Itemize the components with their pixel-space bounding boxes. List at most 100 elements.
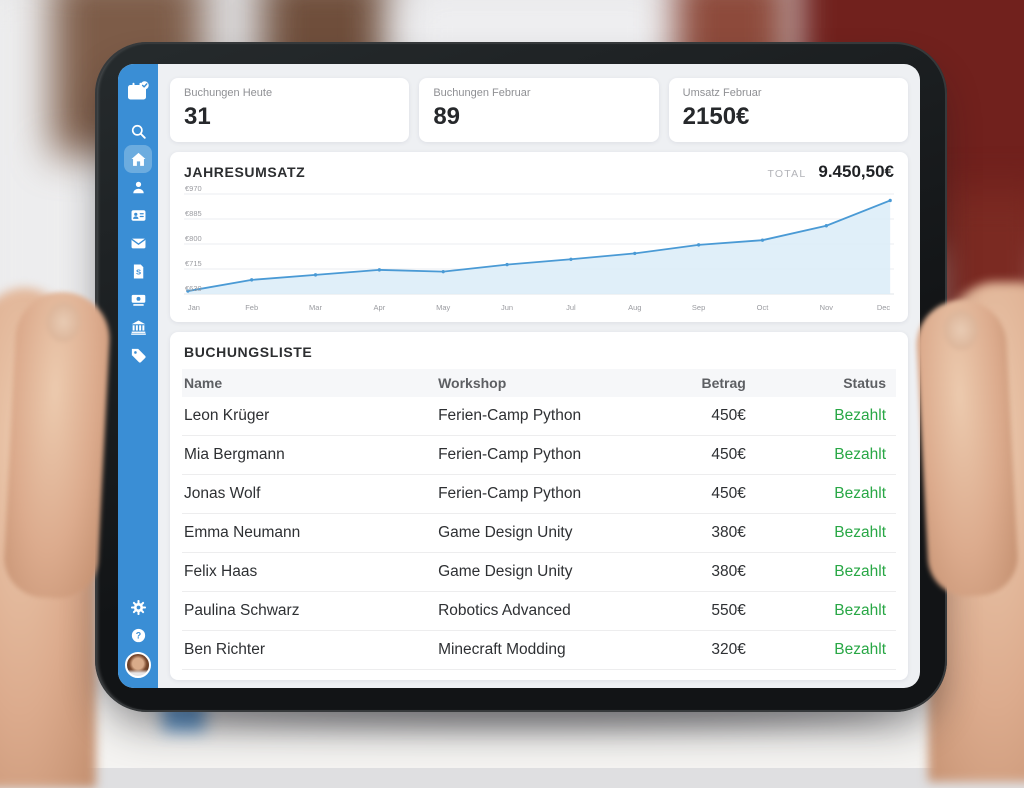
cell-name: Mia Bergmann [182, 435, 437, 475]
x-axis-tick: Sep [691, 303, 706, 312]
table-row[interactable]: Emma Neumann Game Design Unity 380€ Bezahlt [182, 513, 896, 553]
column-header-status: Status [761, 369, 896, 397]
thumb-nail [942, 309, 979, 352]
cell-workshop: Ferien-Camp Python [436, 397, 663, 436]
app-screen: S ? Buchungen Heute 31 Buchungen Februar 89… [118, 64, 920, 688]
sidebar-item-tags[interactable] [124, 341, 152, 369]
y-axis-tick: €715 [185, 258, 202, 268]
chart-title: JAHRESUMSATZ [184, 164, 306, 180]
table-row[interactable]: Felix Haas Game Design Unity 380€ Bezahlt [182, 552, 896, 592]
home-icon [130, 151, 147, 168]
table-row[interactable]: Jonas Wolf Ferien-Camp Python 450€ Bezahlt [182, 474, 896, 514]
cell-betrag: 450€ [662, 397, 762, 436]
sidebar-item-help[interactable]: ? [124, 621, 152, 649]
stats-row: Buchungen Heute 31 Buchungen Februar 89 Umsa… [170, 78, 908, 142]
chart-x-axis: Jan Feb Mar Apr May Jun Jul Aug Sep Oct Nov Dec [184, 301, 894, 314]
cell-status: Bezahlt [761, 397, 896, 436]
sidebar-item-invoices[interactable]: S [124, 257, 152, 285]
table-row[interactable]: Mia Bergmann Ferien-Camp Python 450€ Bezahl… [182, 435, 896, 475]
cell-workshop: Game Design Unity [436, 513, 663, 553]
cell-status: Bezahlt [761, 552, 896, 592]
stat-value: 89 [433, 103, 461, 130]
search-icon [130, 123, 147, 140]
column-header-betrag: Betrag [662, 369, 762, 397]
y-axis-tick: €800 [185, 234, 202, 243]
x-axis-tick: Aug [628, 303, 642, 312]
cell-workshop: Minecraft Modding [436, 630, 663, 670]
cell-workshop: Ferien-Camp Python [436, 474, 663, 514]
sidebar-item-home[interactable] [124, 145, 152, 173]
bookings-table: Name Workshop Betrag Status Leon Krüger Feri… [182, 369, 896, 670]
cell-workshop: Robotics Advanced [436, 591, 663, 631]
svg-text:S: S [136, 267, 141, 276]
id-card-icon [130, 207, 147, 224]
cell-status: Bezahlt [761, 513, 896, 553]
chart-total-value: 9.450,50€ [818, 162, 894, 181]
tablet-device: S ? Buchungen Heute 31 Buchungen Februar 89… [95, 42, 947, 712]
sidebar-footer: ? [124, 593, 152, 649]
y-axis-tick: €970 [185, 184, 202, 194]
column-header-name: Name [182, 369, 437, 397]
cell-name: Paulina Schwarz [182, 591, 437, 631]
table-row[interactable]: Ben Richter Minecraft Modding 320€ Bezahlt [182, 630, 896, 670]
column-header-workshop: Workshop [436, 369, 663, 397]
stat-card-2: Umsatz Februar 2150€ [668, 78, 908, 142]
cell-workshop: Game Design Unity [436, 552, 663, 592]
cell-name: Felix Haas [182, 552, 437, 592]
x-axis-tick: Jan [187, 303, 200, 312]
cell-status: Bezahlt [761, 474, 896, 514]
stat-value: 31 [184, 103, 211, 130]
cell-status: Bezahlt [761, 591, 896, 631]
annual-revenue-card: JAHRESUMSATZ TOTAL 9.450,50€ €970 €885 €80… [170, 152, 908, 322]
x-axis-tick: Jul [566, 303, 576, 312]
revenue-line-chart: €970 €885 €800 €715 €630 [184, 184, 894, 300]
x-axis-tick: Apr [373, 303, 386, 312]
sidebar-item-search[interactable] [124, 117, 152, 145]
sidebar-item-settings[interactable] [124, 593, 152, 621]
stat-label: Buchungen Februar [433, 87, 531, 99]
stat-card-0: Buchungen Heute 31 [170, 78, 410, 142]
stat-label: Umsatz Februar [682, 87, 762, 99]
cell-name: Emma Neumann [182, 513, 437, 553]
stat-card-1: Buchungen Februar 89 [419, 78, 659, 142]
cell-betrag: 450€ [662, 435, 762, 475]
main-content: Buchungen Heute 31 Buchungen Februar 89 Umsa… [158, 64, 920, 688]
cell-name: Jonas Wolf [182, 474, 437, 514]
cell-name: Ben Richter [182, 630, 437, 670]
stat-value: 2150€ [682, 103, 750, 130]
cell-name: Leon Krüger [182, 397, 437, 436]
money-icon [130, 291, 147, 308]
cell-betrag: 380€ [662, 513, 762, 553]
person-icon [130, 179, 147, 196]
sidebar-item-bank[interactable] [124, 313, 152, 341]
table-row[interactable]: Paulina Schwarz Robotics Advanced 550€ Beza… [182, 591, 896, 631]
sidebar-item-customers[interactable] [124, 173, 152, 201]
table-header-row: Name Workshop Betrag Status [182, 369, 896, 397]
x-axis-tick: Jun [501, 303, 514, 312]
svg-text:?: ? [135, 630, 140, 640]
sidebar: S ? [118, 64, 158, 688]
cell-status: Bezahlt [761, 435, 896, 475]
bookings-card: BUCHUNGSLISTE Name Workshop Betrag Status L… [170, 332, 908, 680]
cell-betrag: 550€ [662, 591, 762, 631]
bank-icon [130, 319, 147, 336]
sidebar-item-contacts[interactable] [124, 201, 152, 229]
user-avatar[interactable] [125, 652, 151, 678]
y-axis-tick: €885 [185, 209, 202, 218]
x-axis-tick: Mar [309, 303, 322, 312]
right-thumb [914, 297, 1020, 599]
sidebar-item-mail[interactable] [124, 229, 152, 257]
stat-label: Buchungen Heute [184, 87, 273, 99]
gear-icon [130, 599, 147, 616]
table-row[interactable]: Leon Krüger Ferien-Camp Python 450€ Bezahlt [182, 397, 896, 436]
app-logo[interactable] [126, 78, 150, 104]
y-axis-tick: €630 [185, 283, 202, 293]
x-axis-tick: Nov [819, 303, 833, 312]
bookings-title: BUCHUNGSLISTE [184, 344, 313, 360]
x-axis-tick: Oct [756, 303, 769, 312]
cell-betrag: 450€ [662, 474, 762, 514]
left-thumb [2, 289, 112, 601]
sidebar-item-payments[interactable] [124, 285, 152, 313]
chart-total-label: TOTAL [767, 168, 807, 180]
cell-betrag: 380€ [662, 552, 762, 592]
